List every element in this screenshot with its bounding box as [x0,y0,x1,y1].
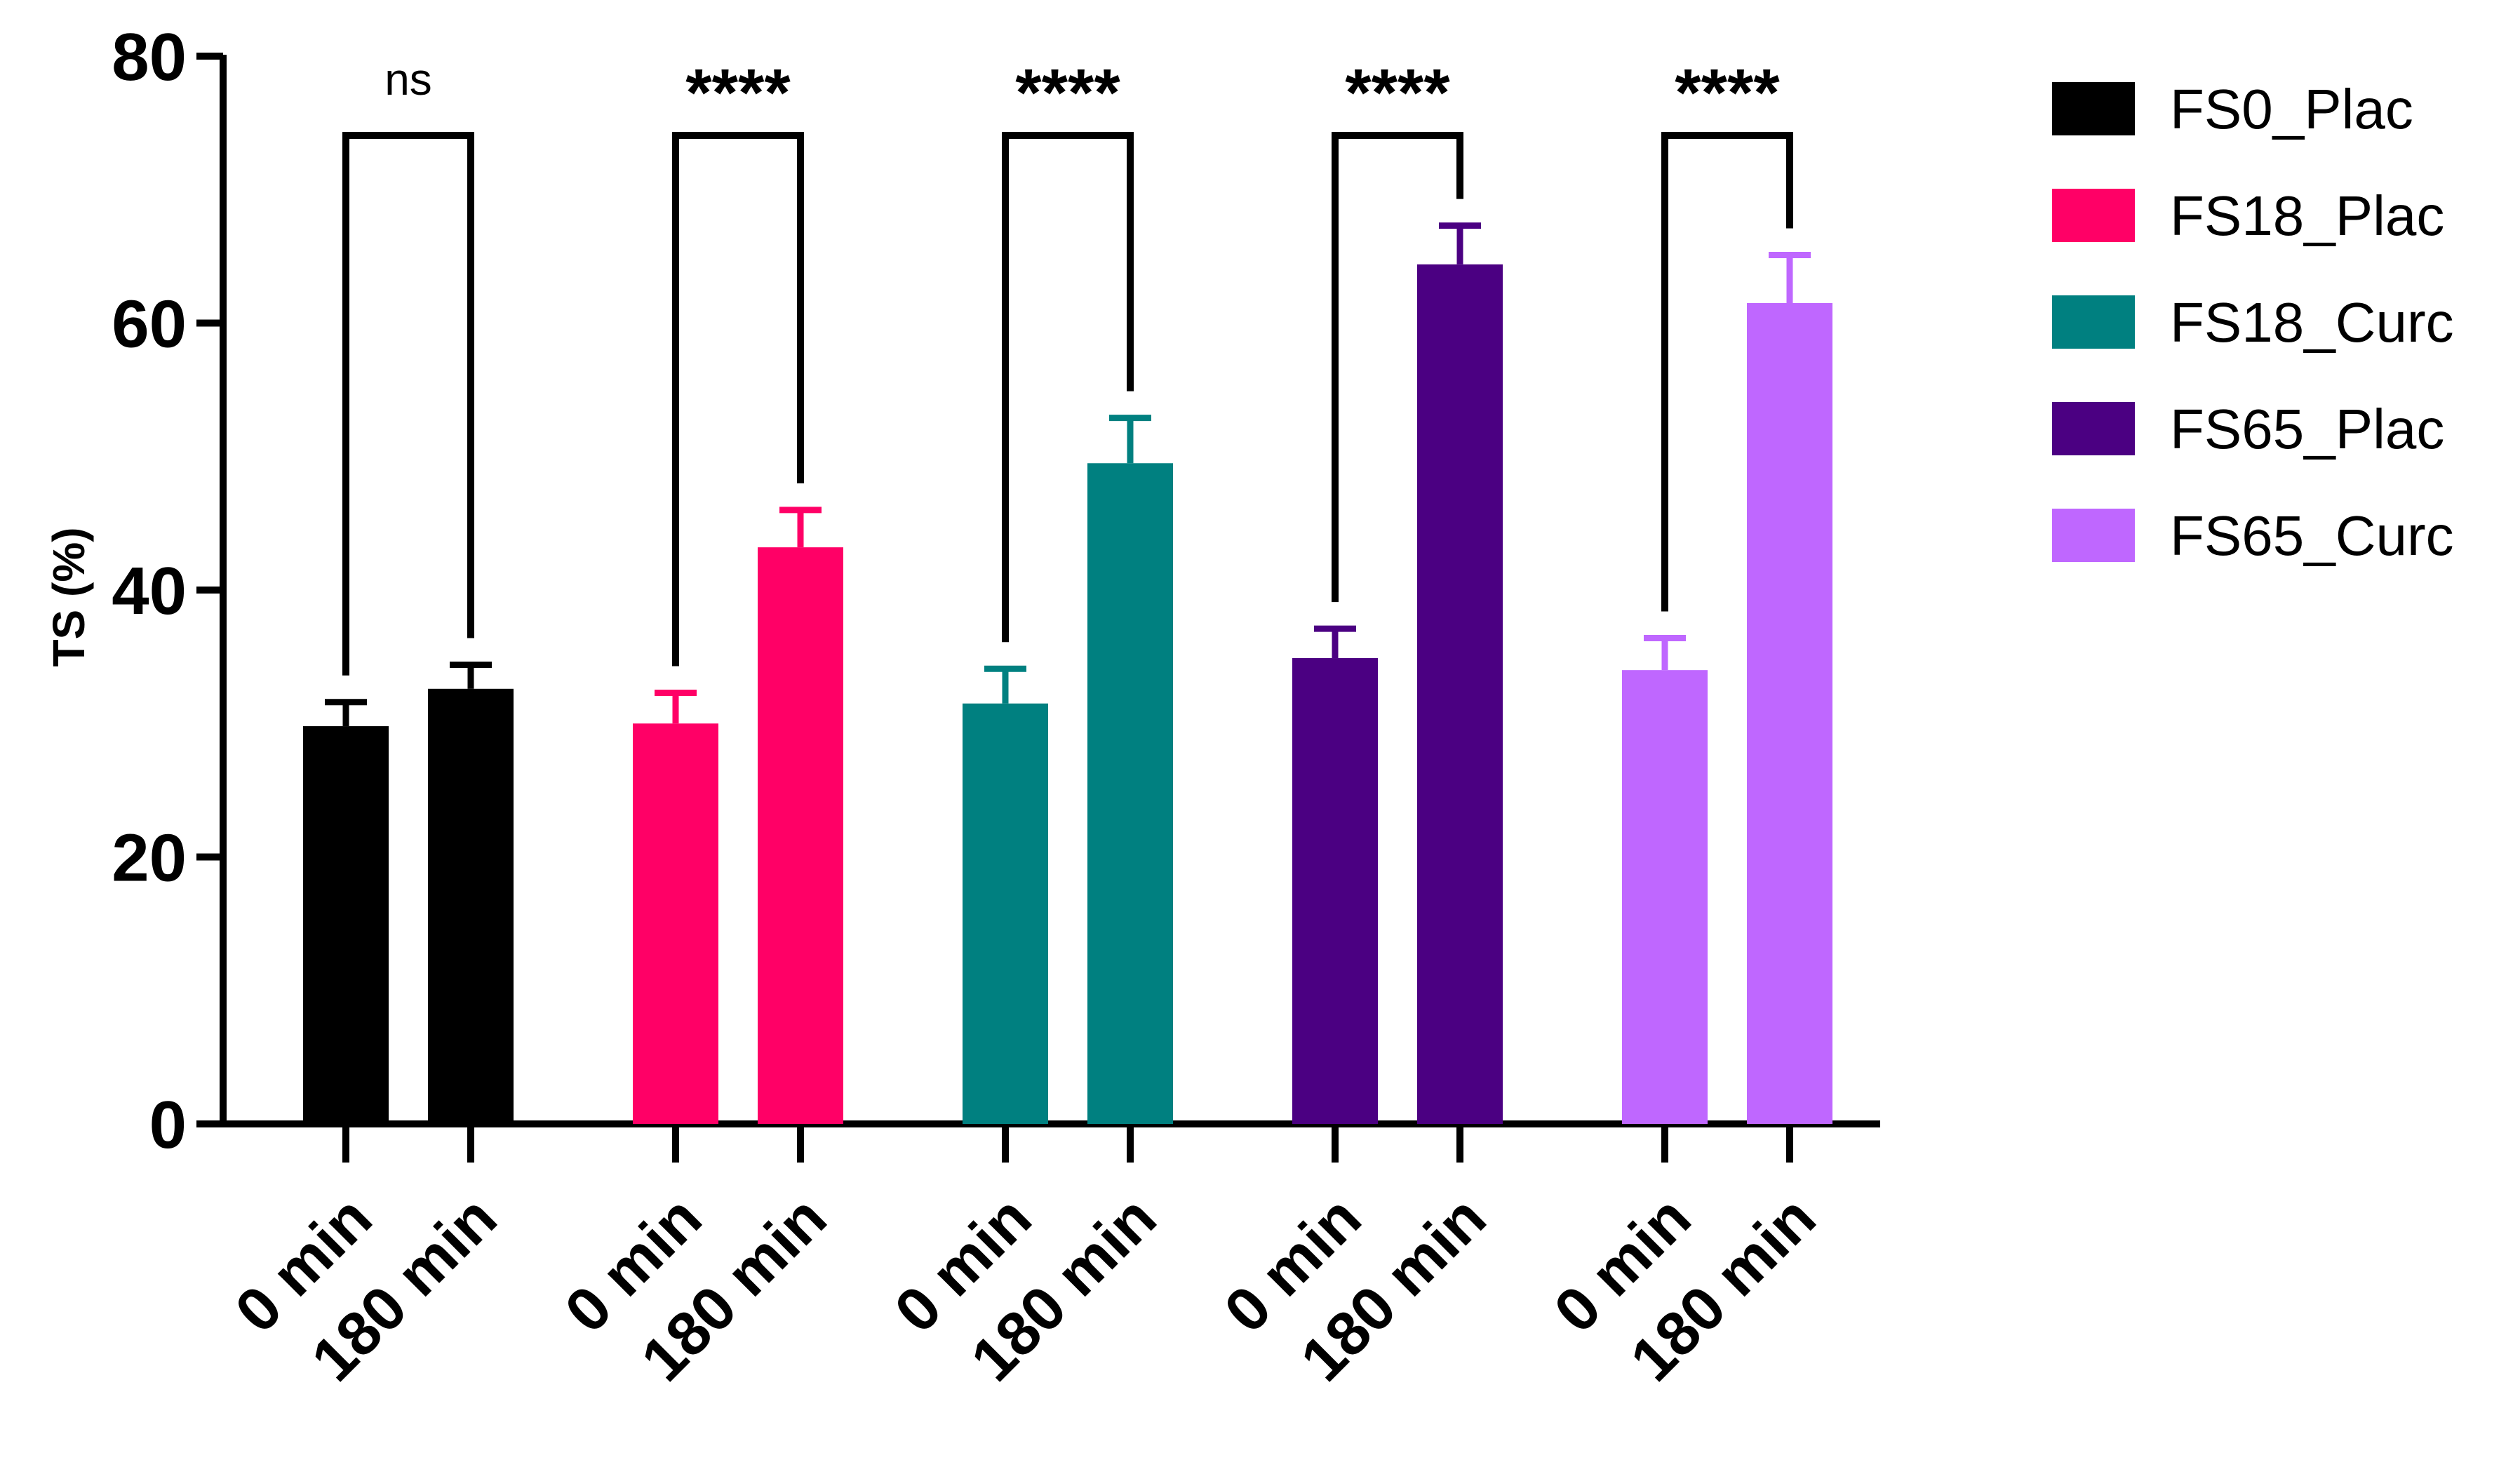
y-axis-title: TS (%) [43,527,94,667]
error-bars [325,222,1811,727]
bar-FS65_Plac-1 [1417,264,1503,1124]
bar-FS65_Curc-0 [1622,670,1708,1124]
legend-swatch-FS18_Curc [2052,295,2135,349]
significance-label: **** [1015,55,1120,130]
bar-FS65_Curc-1 [1747,302,1832,1124]
legend-swatch-FS18_Plac [2052,189,2135,242]
legend-label: FS65_Curc [2170,504,2454,567]
legend-label: FS0_Plac [2170,78,2413,140]
legend-label: FS65_Plac [2170,398,2444,460]
bar-FS18_Curc-1 [1087,463,1173,1124]
y-tick-label: 60 [112,287,187,362]
bars [303,264,1832,1124]
y-tick-label: 40 [112,554,187,629]
significance-bracket [342,132,474,676]
bar-FS18_Curc-0 [963,703,1048,1124]
significance-label: **** [685,55,791,130]
bar-FS65_Plac-0 [1292,658,1378,1124]
significance-bracket [1002,132,1134,643]
bar-FS18_Plac-0 [633,723,718,1124]
significance-bracket [672,132,804,667]
y-tick-label: 0 [149,1087,187,1163]
significance-label: ns [384,54,432,105]
significance-brackets: ns **** **** **** **** [342,54,1793,676]
y-tick-label: 80 [112,20,187,95]
legend-swatch-FS65_Curc [2052,509,2135,562]
significance-bracket [1661,132,1793,612]
legend-swatch-FS65_Plac [2052,402,2135,455]
legend-swatch-FS0_Plac [2052,82,2135,135]
significance-bracket [1332,132,1463,603]
significance-label: **** [1345,55,1450,130]
legend-label: FS18_Plac [2170,185,2444,247]
legend-label: FS18_Curc [2170,291,2454,354]
y-tick-label: 20 [112,821,187,896]
legend: FS0_Plac FS18_Plac FS18_Curc FS65_Plac FS65_… [2052,78,2454,567]
significance-label: **** [1675,55,1780,130]
bar-FS0_Plac-0 [303,726,389,1124]
bar-FS18_Plac-1 [758,547,843,1124]
bar-FS0_Plac-1 [428,688,514,1124]
